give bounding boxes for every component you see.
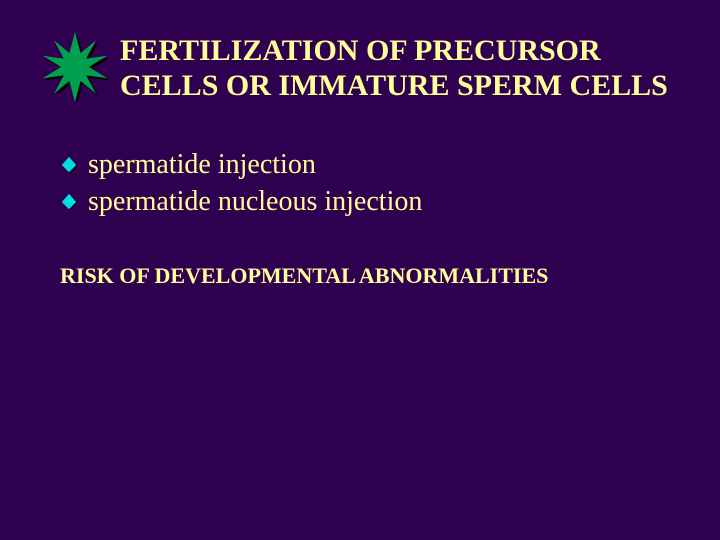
slide: FERTILIZATION OF PRECURSOR CELLS OR IMMA… [0, 0, 720, 540]
starburst-icon [40, 32, 110, 102]
list-item: spermatide injection [60, 147, 680, 182]
bullet-list: spermatide injection spermatide nucleous… [60, 147, 680, 219]
slide-title: FERTILIZATION OF PRECURSOR CELLS OR IMMA… [120, 28, 680, 103]
diamond-bullet-icon [60, 156, 78, 174]
footer-note: RISK OF DEVELOPMENTAL ABNORMALITIES [60, 263, 680, 289]
list-item: spermatide nucleous injection [60, 184, 680, 219]
diamond-bullet-icon [60, 193, 78, 211]
title-row: FERTILIZATION OF PRECURSOR CELLS OR IMMA… [40, 28, 680, 103]
bullet-label: spermatide nucleous injection [88, 184, 422, 219]
bullet-label: spermatide injection [88, 147, 316, 182]
